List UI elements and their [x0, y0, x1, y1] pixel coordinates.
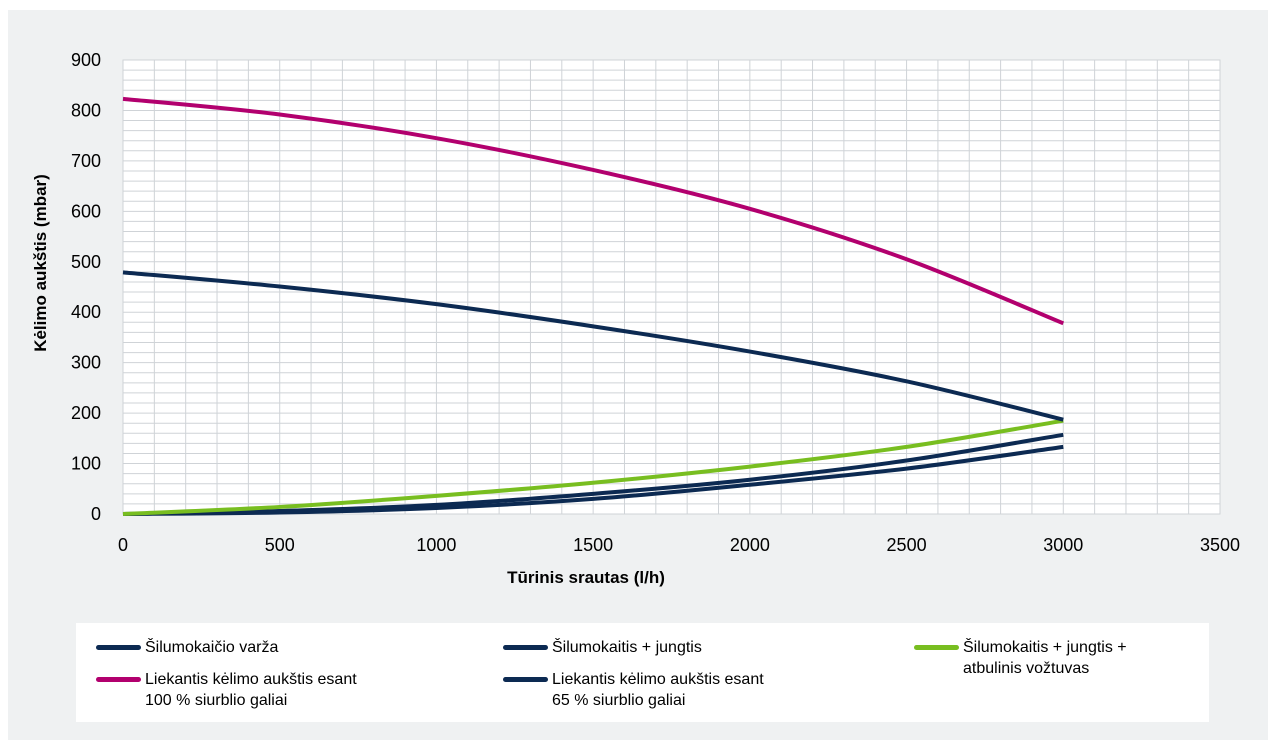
legend-label: Šilumokaitis + jungtis + atbulinis vožtu… — [963, 639, 1127, 677]
legend-swatch — [914, 645, 959, 650]
series-line-1 — [122, 432, 1064, 516]
plot-border — [122, 59, 1221, 515]
legend-item: Šilumokaičio varža — [96, 637, 278, 658]
x-tick-label: 3500 — [1200, 535, 1240, 555]
series-line-3 — [122, 96, 1065, 326]
chart-svg: 0 500 1000 1500 2000 2500 3000 3500 0 100 200 300 40… — [31, 50, 1240, 587]
y-tick-label: 300 — [71, 353, 101, 373]
legend-swatch — [96, 645, 141, 650]
y-axis-title: Kėlimo aukštis (mbar) — [31, 174, 50, 352]
series-line-2 — [122, 418, 1064, 516]
x-tick-label: 3000 — [1043, 535, 1083, 555]
x-tick-label: 1500 — [573, 535, 613, 555]
legend-item: Šilumokaitis + jungtis — [503, 637, 702, 658]
y-tick-label: 0 — [91, 504, 101, 524]
y-tick-label: 900 — [71, 50, 101, 70]
y-tick-label: 600 — [71, 201, 101, 221]
y-tick-label: 500 — [71, 252, 101, 272]
legend-item: Šilumokaitis + jungtis + atbulinis vožtu… — [914, 637, 1127, 679]
grid-layer — [122, 59, 1221, 515]
x-tick-label: 500 — [265, 535, 295, 555]
legend-label: Liekantis kėlimo aukštis esant 100 % siu… — [145, 671, 357, 709]
chart-panel: 0 500 1000 1500 2000 2500 3000 3500 0 100 200 300 40… — [8, 10, 1268, 740]
x-tick-label: 0 — [118, 535, 128, 555]
legend-swatch — [503, 677, 548, 682]
y-tick-label: 200 — [71, 403, 101, 423]
y-tick-label: 800 — [71, 100, 101, 120]
chart-legend: Šilumokaičio varža Šilumokaitis + jungti… — [76, 623, 1209, 722]
x-tick-label: 2000 — [730, 535, 770, 555]
legend-label: Šilumokaičio varža — [145, 639, 279, 656]
legend-item: Liekantis kėlimo aukštis esant 100 % siu… — [96, 669, 357, 711]
series-line-4 — [122, 270, 1064, 422]
legend-swatch — [96, 677, 141, 682]
legend-label: Liekantis kėlimo aukštis esant 65 % siur… — [552, 671, 764, 709]
series-layer — [122, 96, 1065, 516]
y-tick-label: 700 — [71, 151, 101, 171]
x-tick-label: 1000 — [416, 535, 456, 555]
tick-layer: 0 500 1000 1500 2000 2500 3000 3500 0 100 200 300 40… — [71, 50, 1240, 555]
x-tick-label: 2500 — [887, 535, 927, 555]
legend-label: Šilumokaitis + jungtis — [552, 639, 702, 656]
legend-swatch — [503, 645, 548, 650]
y-tick-label: 100 — [71, 454, 101, 474]
y-tick-label: 400 — [71, 302, 101, 322]
x-axis-title: Tūrinis srautas (l/h) — [507, 568, 665, 587]
legend-item: Liekantis kėlimo aukštis esant 65 % siur… — [503, 669, 764, 711]
